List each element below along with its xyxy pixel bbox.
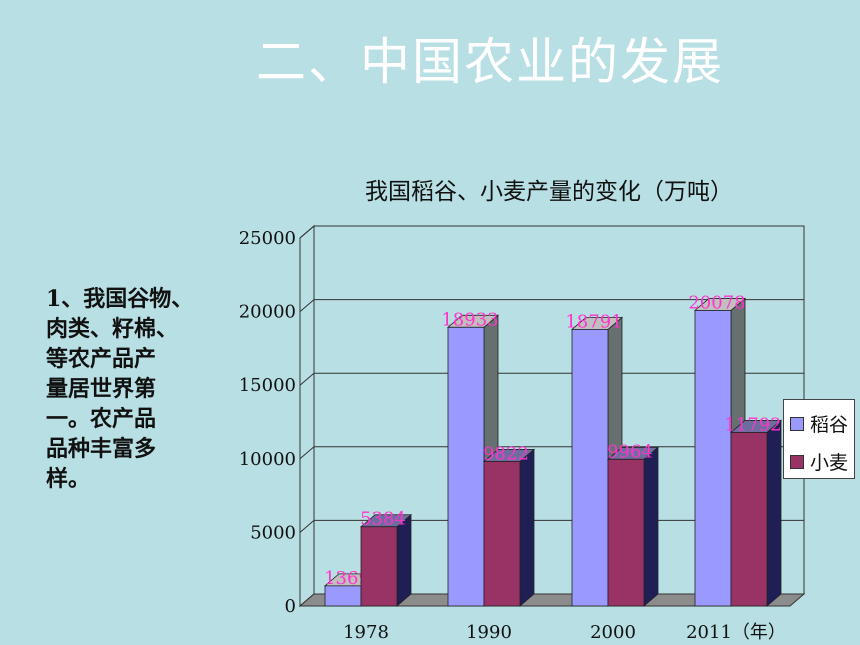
legend-label-rice: 稻谷 — [810, 414, 849, 436]
data-label: 11792 — [724, 414, 781, 435]
side-text-line: 等农产品产 — [46, 346, 157, 372]
data-label: 20078 — [688, 292, 745, 313]
data-label: 5384 — [360, 509, 406, 530]
gridline — [299, 372, 804, 386]
side-description: 1、我国谷物、 肉类、籽棉、 等农产品产 量居世界第 一。农产品 品种丰富多 样… — [46, 284, 226, 494]
y-tick-label: 20000 — [239, 302, 296, 323]
bar-wheat — [730, 432, 768, 607]
y-tick-label: 0 — [285, 596, 296, 617]
legend-swatch-wheat — [790, 454, 804, 469]
slide-title: 二、中国农业的发展 — [256, 33, 724, 91]
legend-item-rice: 稻谷 — [790, 410, 848, 437]
bar-side — [766, 419, 782, 607]
bar-rice — [447, 326, 485, 607]
side-text-line: 1、我国谷物、 — [46, 286, 194, 312]
data-label: 18791 — [565, 311, 622, 332]
gridline — [299, 446, 804, 460]
y-tick-label: 15000 — [239, 375, 296, 396]
x-tick-label: 2000 — [590, 622, 636, 643]
bar-rice — [571, 328, 609, 607]
chart-title: 我国稻谷、小麦产量的变化（万吨） — [365, 179, 733, 205]
side-text-line: 肉类、籽棉、 — [46, 316, 179, 342]
bar-wheat — [483, 461, 521, 607]
side-text-line: 一。农产品 — [46, 406, 157, 432]
bar-side — [643, 446, 659, 607]
data-label: 18933 — [441, 309, 498, 330]
data-label: 9822 — [483, 443, 529, 464]
bar-wheat — [607, 458, 645, 607]
legend-item-wheat: 小麦 — [790, 448, 848, 475]
x-tick-label: 1978 — [343, 622, 389, 643]
legend-swatch-rice — [790, 416, 804, 431]
chart-legend: 稻谷 小麦 — [783, 399, 855, 479]
bar-rice — [694, 310, 732, 607]
x-tick-label: 2011（年） — [686, 622, 786, 643]
legend-label-wheat: 小麦 — [810, 452, 849, 474]
data-label: 1369 — [324, 568, 370, 589]
data-label: 9964 — [607, 441, 653, 462]
plot-side-wall — [299, 224, 315, 608]
gridline — [299, 225, 804, 239]
bar-side — [519, 448, 535, 607]
gridline — [299, 299, 804, 312]
x-tick-label: 1990 — [466, 622, 512, 643]
side-text-line: 样。 — [46, 466, 91, 492]
y-tick-label: 25000 — [239, 228, 296, 249]
bar-rice — [324, 585, 362, 607]
y-tick-label: 5000 — [250, 522, 296, 543]
y-tick-label: 10000 — [239, 449, 296, 470]
bar-wheat — [360, 526, 398, 607]
side-text-line: 品种丰富多 — [46, 436, 157, 462]
side-text-line: 量居世界第 — [46, 376, 157, 402]
